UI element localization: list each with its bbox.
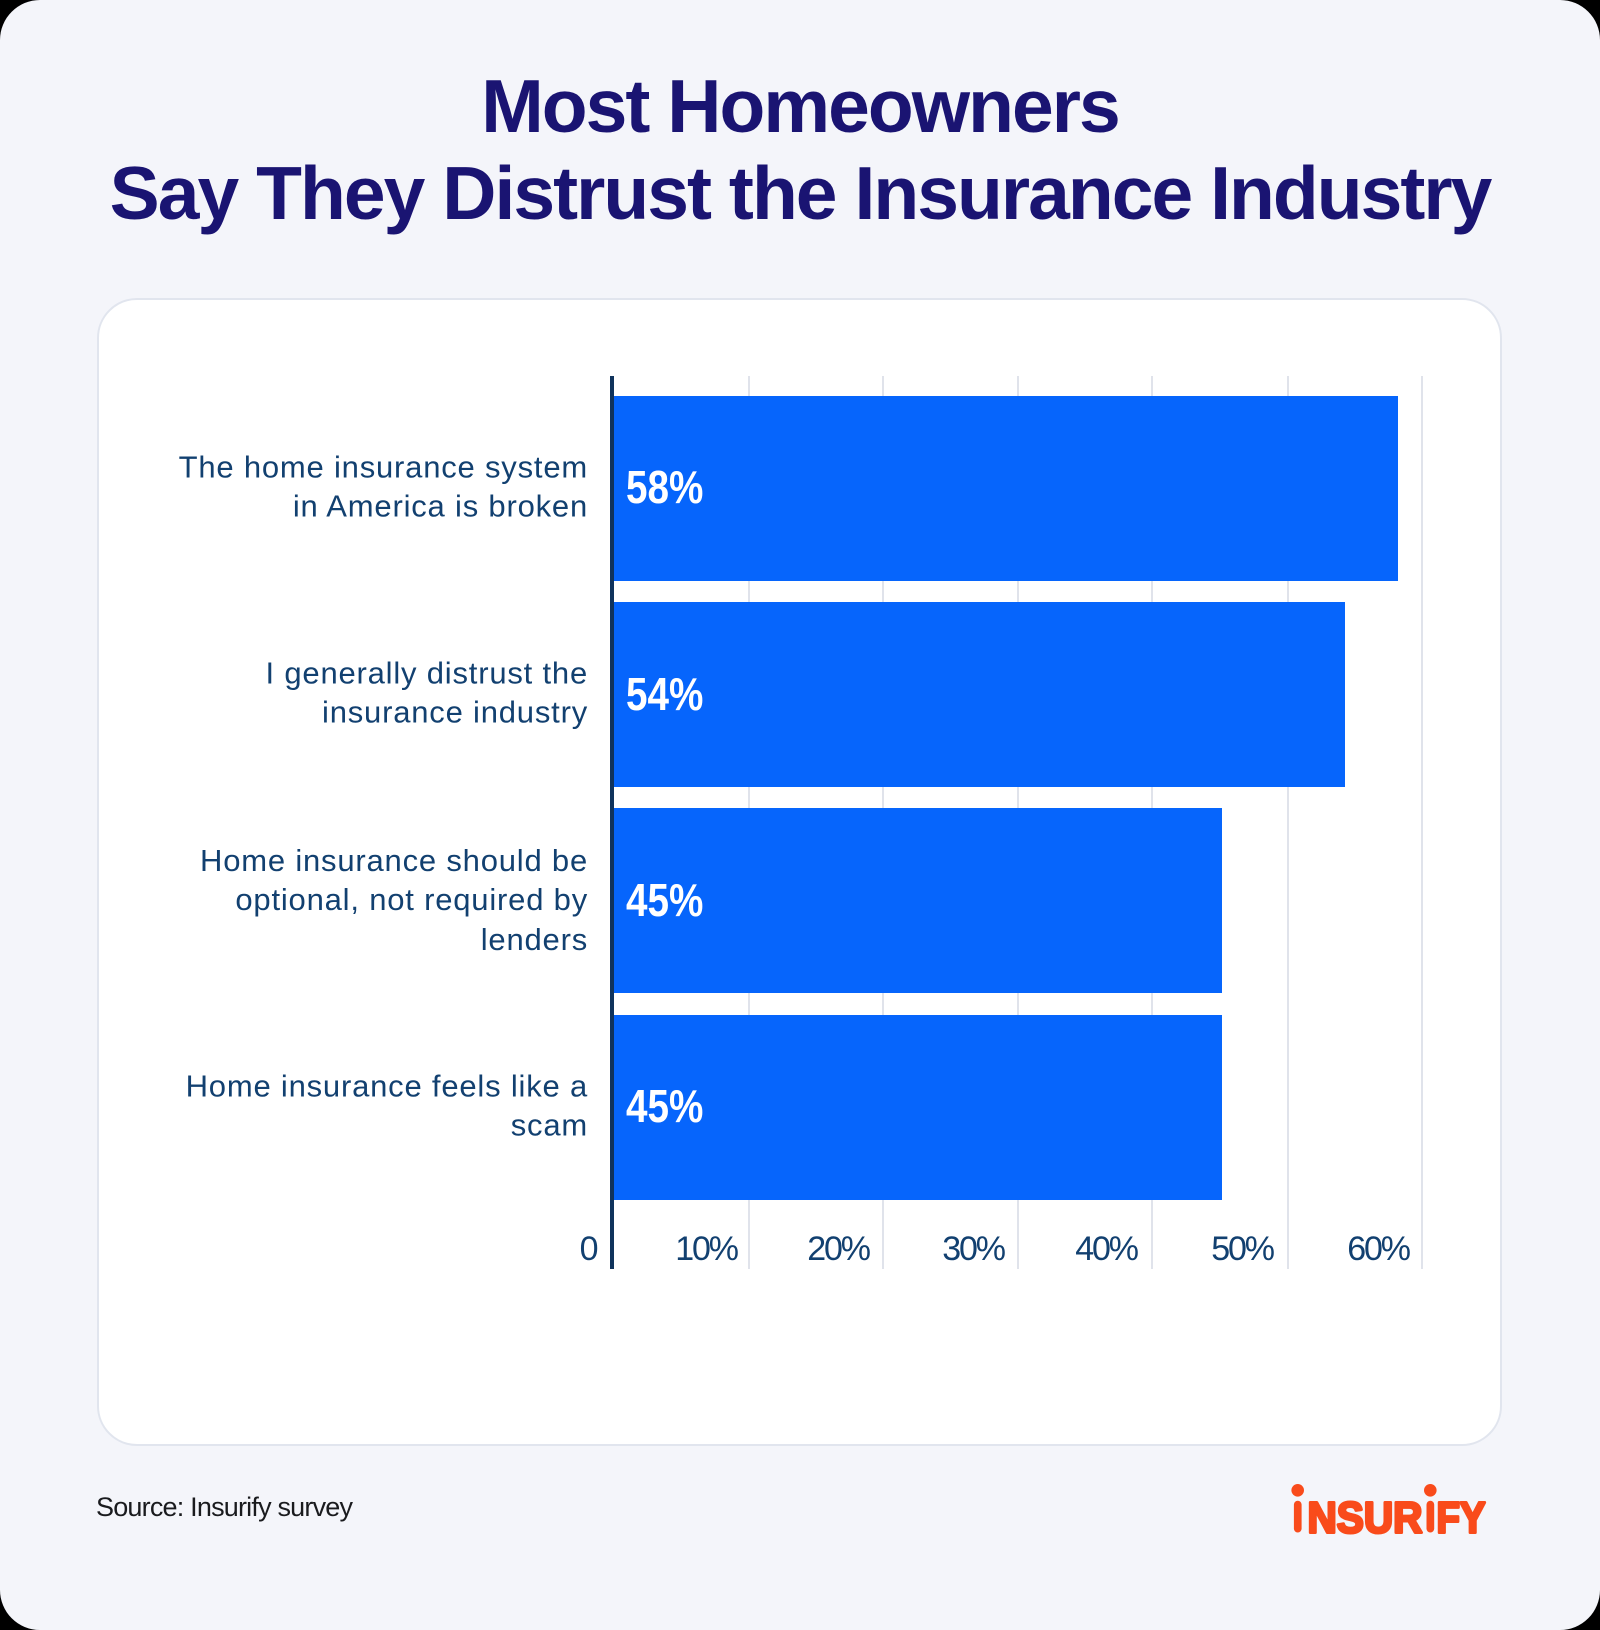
svg-text:NSUR: NSUR [1308, 1493, 1423, 1540]
svg-text:FY: FY [1437, 1493, 1486, 1540]
